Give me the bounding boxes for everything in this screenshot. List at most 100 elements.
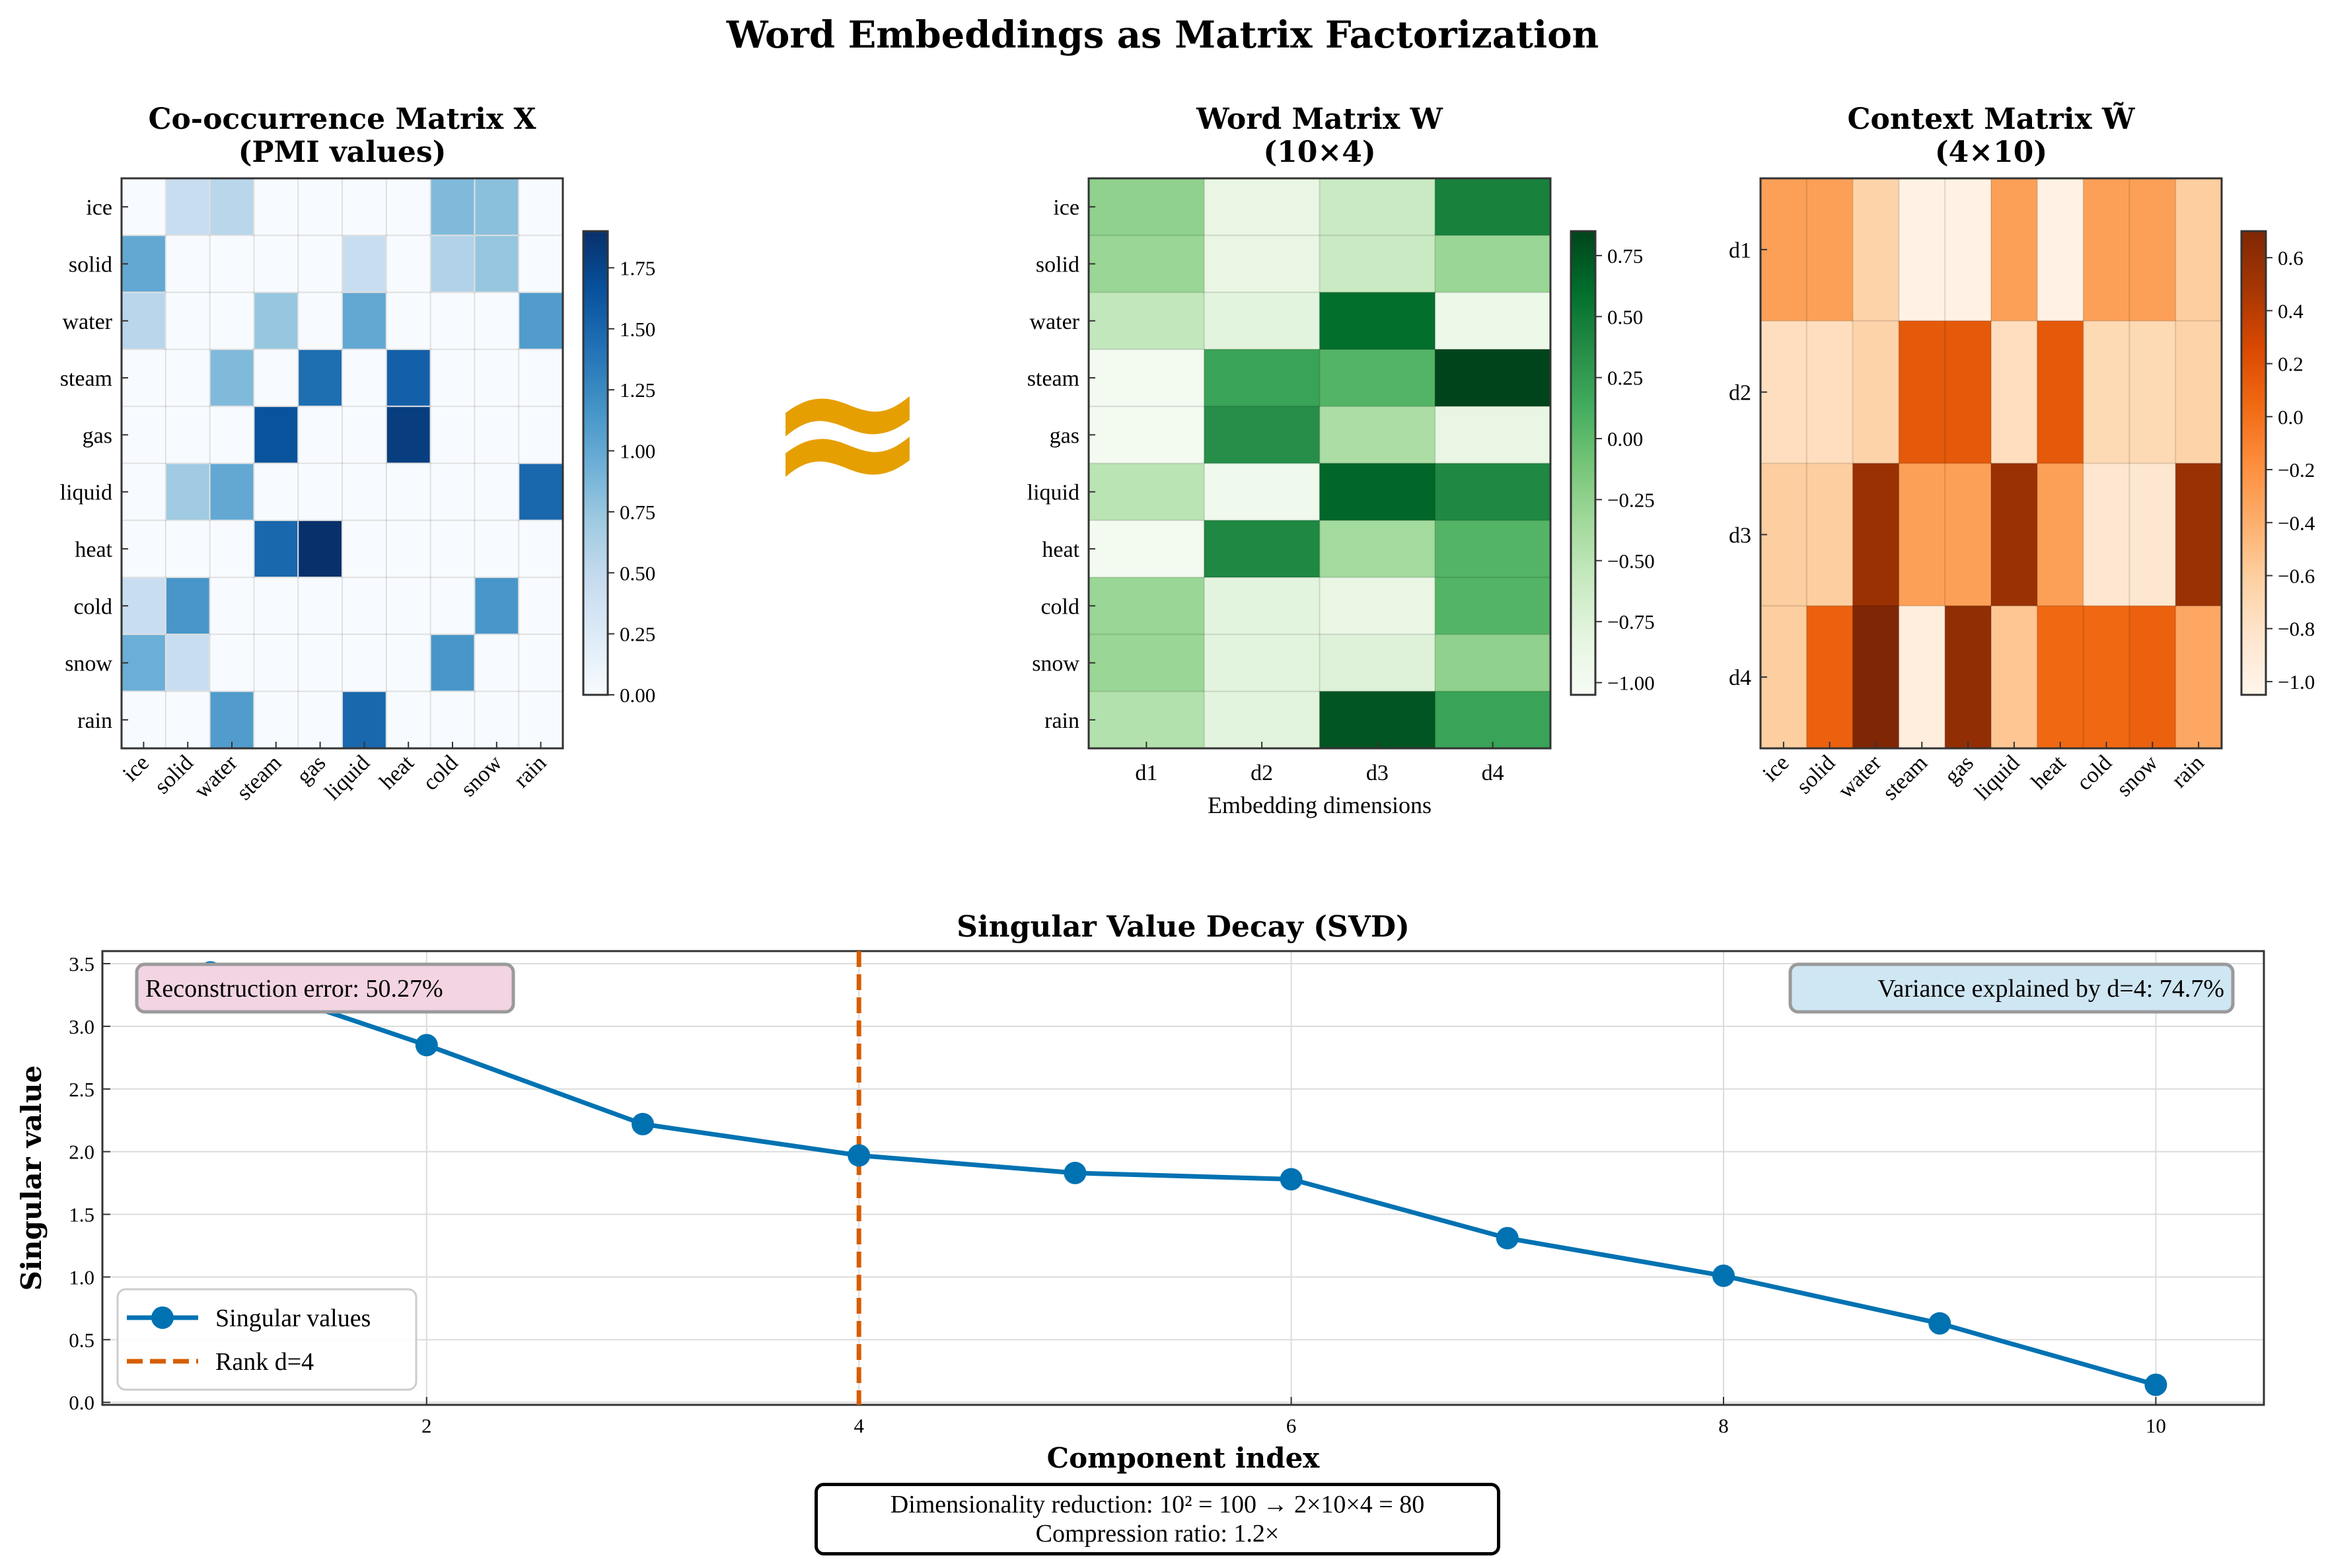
y-axis-label: Singular value <box>15 1065 48 1291</box>
heatmap-cell <box>2129 463 2176 606</box>
heatmap-cell <box>2083 606 2130 749</box>
heatmap-cell <box>253 348 299 408</box>
heatmap-cell <box>385 577 432 635</box>
heatmap-cell <box>474 234 520 294</box>
row-tick-label: cold <box>1040 594 1079 619</box>
colorbar-tick-label: 0.25 <box>620 623 655 646</box>
heatmap-cell <box>2175 178 2222 322</box>
singular-value-point <box>415 1034 438 1057</box>
row-tick-label: ice <box>86 196 112 220</box>
row-tick-label: snow <box>1032 652 1079 676</box>
heatmap-cell <box>2129 178 2176 322</box>
heatmap-cell <box>297 633 344 693</box>
heatmap-cell <box>1089 634 1205 692</box>
heatmap-cell <box>385 462 432 522</box>
heatmap-cell <box>1435 634 1551 692</box>
heatmap-cell <box>429 633 476 693</box>
heatmap-cell <box>342 234 388 294</box>
colorbar-tick-label: −0.6 <box>2278 564 2315 587</box>
x-tick-label: 6 <box>1286 1414 1297 1437</box>
heatmap-cell <box>164 348 211 408</box>
heatmap-cell <box>1319 349 1436 407</box>
heatmap-cell <box>209 633 255 693</box>
row-tick-label: d4 <box>1729 666 1751 690</box>
heatmap-cell <box>1089 235 1205 293</box>
heatmap-title-line: Co-occurrence Matrix X <box>148 102 536 136</box>
singular-value-point <box>1280 1168 1303 1191</box>
singular-value-point <box>1712 1264 1735 1287</box>
heatmap-cell <box>1945 320 1992 464</box>
heatmap-cell <box>1204 520 1320 578</box>
heatmap-cell <box>429 406 476 465</box>
colorbar-tick-label: 0.25 <box>1607 367 1643 390</box>
svd-title: Singular Value Decay (SVD) <box>957 910 1410 944</box>
heatmap-cell <box>253 178 299 236</box>
heatmap-cell <box>385 348 432 408</box>
heatmap-cell <box>474 690 520 750</box>
heatmap-cell <box>297 577 344 635</box>
heatmap-cell <box>1852 178 1899 322</box>
compression-summary-box: Dimensionality reduction: 10² = 100 → 2×… <box>815 1483 1500 1555</box>
heatmap-cell <box>1319 406 1436 464</box>
heatmap-cell <box>1319 634 1436 692</box>
variance-explained-box: Variance explained by d=4: 74.7% <box>1788 962 2235 1014</box>
heatmap-cell <box>385 633 432 693</box>
heatmap-cell <box>164 519 211 579</box>
heatmap-cell <box>1204 691 1320 749</box>
heatmap-cell <box>121 633 167 693</box>
heatmap-cell <box>1089 292 1205 350</box>
y-tick-label: 1.0 <box>69 1265 94 1289</box>
colorbar-tick-label: −0.2 <box>2278 458 2315 481</box>
heatmap-cell <box>121 690 167 750</box>
heatmap-cell <box>2083 320 2130 464</box>
heatmap-cell <box>164 406 211 465</box>
y-tick-label: 3.0 <box>69 1015 94 1038</box>
heatmap-cell <box>253 519 299 579</box>
colorbar-tick-label: −1.00 <box>1607 672 1655 695</box>
heatmap-cell <box>2083 178 2130 322</box>
col-tick-label: heat <box>375 750 419 795</box>
heatmap-cell <box>518 406 564 465</box>
heatmap-cell <box>518 178 564 236</box>
heatmap-cell <box>2083 463 2130 606</box>
heatmap-cell <box>518 577 564 635</box>
heatmap-cell <box>253 577 299 635</box>
x-tick-label: 8 <box>1718 1414 1729 1437</box>
col-tick-label: rain <box>2167 750 2209 793</box>
heatmap-cell <box>253 690 299 750</box>
y-tick-label: 2.5 <box>69 1078 94 1101</box>
heatmap-title-line: (PMI values) <box>238 135 447 169</box>
x-tick-label: 10 <box>2146 1414 2166 1437</box>
heatmap-cell <box>164 577 211 635</box>
y-tick-label: 0.5 <box>69 1328 94 1351</box>
heatmap-cell <box>164 462 211 522</box>
heatmap-cell <box>297 406 344 465</box>
heatmap-cell <box>342 690 388 750</box>
heatmap-frame <box>1759 177 2223 750</box>
heatmap-title-line: Context Matrix W̃ <box>1848 101 2136 136</box>
heatmap-cell <box>518 348 564 408</box>
heatmap-cell <box>474 577 520 635</box>
row-tick-label: gas <box>83 423 112 448</box>
row-tick-label: steam <box>60 367 112 391</box>
heatmap-cell <box>209 690 255 750</box>
heatmap-cell <box>1761 178 1807 322</box>
heatmap-cell <box>342 406 388 465</box>
heatmap-cell <box>1204 463 1320 521</box>
row-tick-label: d1 <box>1729 238 1751 263</box>
colorbar-tick-label: 0.00 <box>1607 427 1643 450</box>
heatmap-cell <box>2037 463 2084 606</box>
heatmap-cell <box>121 519 167 579</box>
col-tick-label: snow <box>456 750 507 801</box>
row-tick-label: water <box>62 310 112 334</box>
heatmap-cell <box>474 519 520 579</box>
col-tick-label: cold <box>418 750 463 795</box>
colorbar-tick-label: −0.8 <box>2278 618 2315 641</box>
heatmap-cell <box>209 577 255 635</box>
x-axis-label: Component index <box>1047 1442 1321 1474</box>
heatmap-cell <box>385 234 432 294</box>
approx-symbol: ≈ <box>764 315 930 546</box>
heatmap-cell <box>164 690 211 750</box>
heatmap-cell <box>1435 691 1551 749</box>
heatmap-cell <box>2175 463 2222 606</box>
